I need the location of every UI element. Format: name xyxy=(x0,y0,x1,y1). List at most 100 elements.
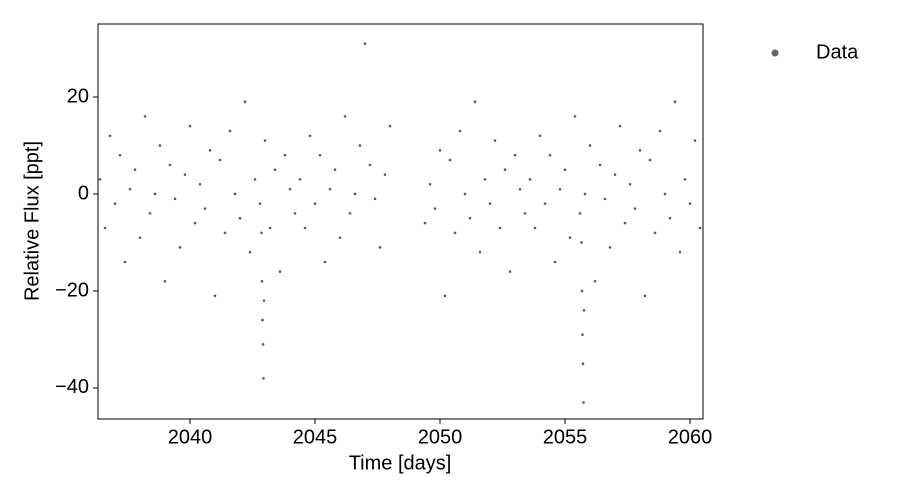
data-point xyxy=(653,231,657,235)
data-point xyxy=(498,226,502,230)
data-point xyxy=(693,139,697,142)
data-point xyxy=(193,221,197,225)
data-point xyxy=(553,260,557,264)
data-point xyxy=(533,226,537,230)
y-axis-label: Relative Flux [ppt] xyxy=(21,141,43,301)
data-point xyxy=(582,309,586,312)
data-point xyxy=(623,221,627,225)
data-point xyxy=(268,226,272,230)
data-point xyxy=(663,192,667,196)
data-point xyxy=(153,192,157,196)
data-point xyxy=(262,376,265,380)
data-point xyxy=(128,187,132,191)
data-point xyxy=(613,173,617,176)
data-point xyxy=(143,115,147,118)
data-point xyxy=(388,124,392,128)
data-point xyxy=(328,187,332,191)
x-tick-label: 2040 xyxy=(168,426,213,448)
data-point xyxy=(598,163,602,167)
data-point xyxy=(383,173,387,176)
data-point xyxy=(543,202,547,205)
data-point xyxy=(378,246,382,249)
data-point xyxy=(528,178,532,181)
data-point xyxy=(513,153,517,157)
data-point xyxy=(548,153,552,157)
y-tick-label: 20 xyxy=(67,85,89,107)
data-point xyxy=(113,202,117,205)
data-point xyxy=(448,158,452,162)
data-point xyxy=(213,294,217,298)
data-point xyxy=(578,212,582,215)
data-point xyxy=(108,134,112,138)
data-point xyxy=(283,153,287,157)
y-tick-label: −20 xyxy=(55,279,89,301)
data-point xyxy=(338,236,342,239)
data-point xyxy=(678,250,682,254)
data-point xyxy=(603,197,607,201)
data-point xyxy=(138,236,142,239)
data-point xyxy=(508,270,512,273)
data-point xyxy=(223,231,227,235)
data-point xyxy=(308,134,312,138)
data-point xyxy=(248,250,252,254)
data-point xyxy=(458,129,462,133)
data-point xyxy=(123,260,127,264)
data-point xyxy=(493,139,497,142)
data-point xyxy=(348,212,352,215)
data-point xyxy=(581,362,585,366)
data-point xyxy=(503,168,507,172)
data-point xyxy=(103,226,107,230)
data-point xyxy=(358,144,362,147)
data-point xyxy=(683,178,687,181)
y-tick-label: −40 xyxy=(55,376,89,398)
data-point xyxy=(228,129,232,133)
data-point xyxy=(580,289,584,293)
data-point xyxy=(593,279,597,283)
x-tick-label: 2055 xyxy=(543,426,588,448)
plot-frame xyxy=(97,23,704,420)
x-axis-label: Time [days] xyxy=(349,452,452,474)
x-tick-label: 2045 xyxy=(293,426,338,448)
data-point xyxy=(148,212,152,215)
data-point xyxy=(303,226,307,230)
legend-label: Data xyxy=(816,41,859,63)
data-point xyxy=(483,178,487,181)
data-point xyxy=(260,279,264,283)
data-point xyxy=(438,149,442,152)
data-point xyxy=(563,168,567,172)
data-point xyxy=(573,115,577,118)
data-point xyxy=(608,246,612,249)
data-point xyxy=(243,100,247,104)
data-point xyxy=(263,139,267,142)
data-point xyxy=(133,168,137,172)
legend-marker xyxy=(771,49,779,57)
data-point xyxy=(293,212,297,215)
data-point xyxy=(198,182,202,186)
data-point xyxy=(323,260,327,264)
data-point xyxy=(453,231,457,235)
data-point xyxy=(188,124,192,128)
data-point xyxy=(582,401,585,404)
data-point xyxy=(233,192,237,196)
data-point xyxy=(218,158,222,162)
data-point xyxy=(580,241,583,244)
data-point xyxy=(273,168,277,172)
data-point xyxy=(261,343,265,346)
data-point xyxy=(208,149,212,152)
data-point xyxy=(558,187,562,191)
data-point xyxy=(648,158,652,162)
data-point xyxy=(523,212,527,215)
data-point xyxy=(478,250,482,254)
data-point xyxy=(333,168,337,172)
data-point xyxy=(628,182,632,186)
data-point xyxy=(518,187,522,191)
data-point xyxy=(488,202,492,205)
data-point xyxy=(260,231,263,235)
data-point xyxy=(643,294,647,298)
data-point xyxy=(428,182,432,186)
data-point xyxy=(581,333,584,336)
data-point xyxy=(668,216,672,220)
data-point xyxy=(163,279,167,283)
data-point xyxy=(98,178,102,181)
